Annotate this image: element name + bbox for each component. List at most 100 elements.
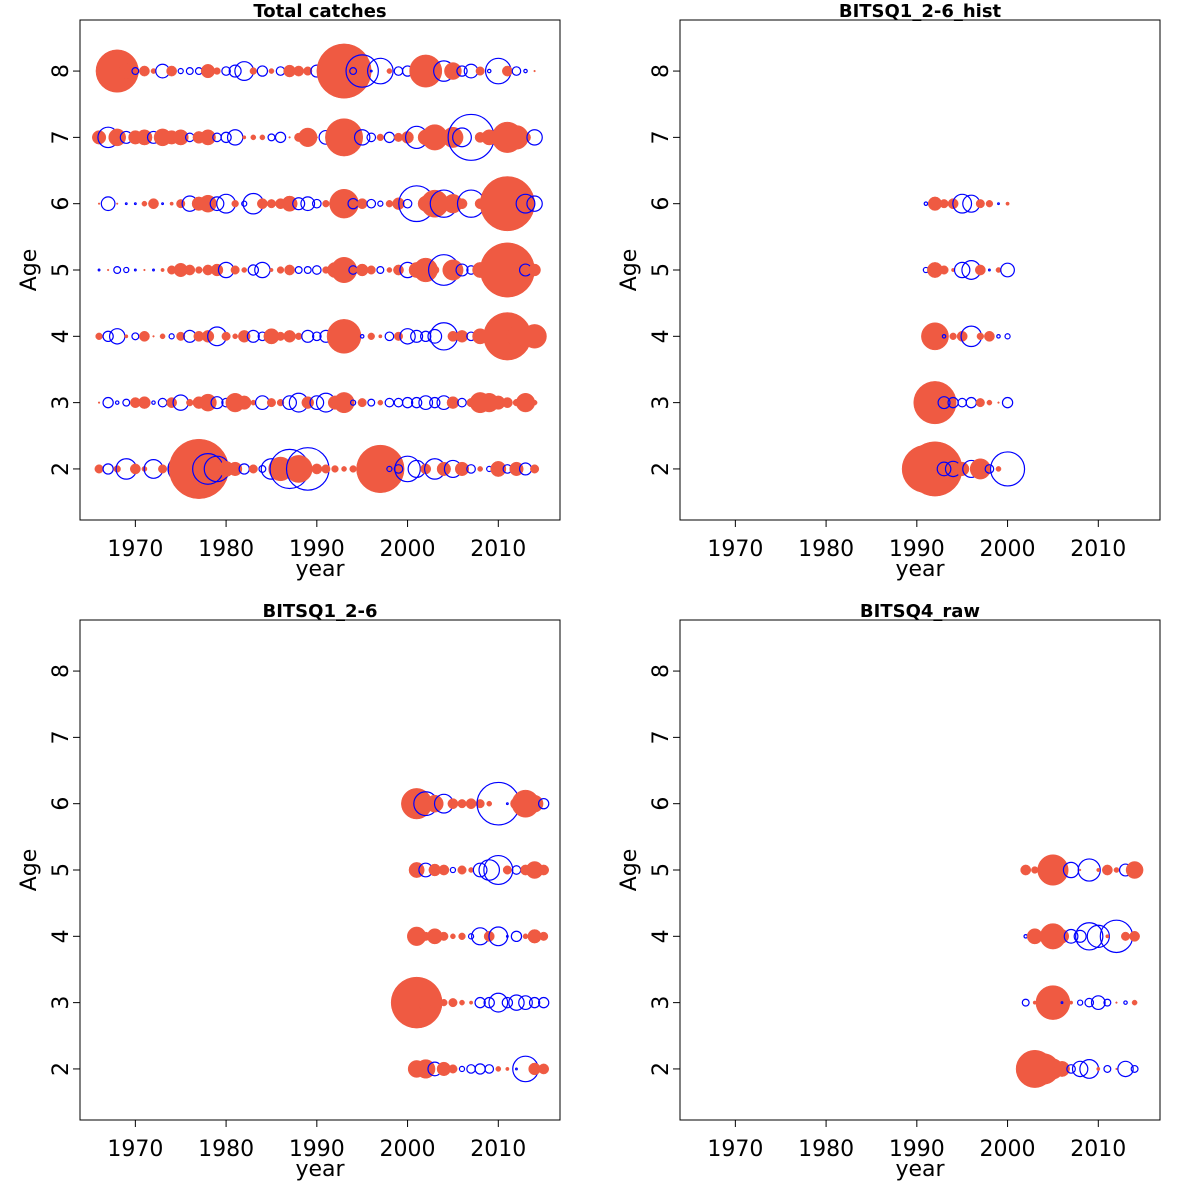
bubble bbox=[952, 193, 973, 214]
panel-title: BITSQ4_raw bbox=[860, 601, 980, 622]
bubble bbox=[448, 998, 458, 1008]
bubble bbox=[1066, 1064, 1076, 1074]
bubble bbox=[522, 324, 547, 349]
x-tick-label: 2010 bbox=[470, 537, 526, 562]
bubble bbox=[138, 396, 151, 409]
y-tick-label: 5 bbox=[49, 263, 74, 277]
bubble bbox=[1075, 922, 1104, 951]
bubble bbox=[292, 197, 306, 211]
bubble bbox=[377, 200, 384, 207]
bubble bbox=[393, 331, 403, 341]
bubble bbox=[353, 129, 371, 146]
bubble bbox=[139, 330, 150, 342]
y-tick-label: 5 bbox=[49, 863, 74, 877]
bubble bbox=[249, 67, 257, 75]
bubble bbox=[316, 43, 372, 99]
bubble bbox=[209, 196, 225, 212]
bubble bbox=[488, 992, 509, 1013]
bubble bbox=[349, 465, 357, 473]
bubble bbox=[116, 202, 119, 205]
bubble bbox=[94, 464, 104, 474]
bubble bbox=[1125, 861, 1144, 879]
bubble bbox=[367, 398, 376, 407]
bubble bbox=[256, 65, 269, 77]
bubble bbox=[383, 131, 396, 144]
bubble bbox=[356, 198, 368, 210]
bubble bbox=[210, 396, 224, 410]
bubble bbox=[293, 65, 305, 77]
bubble bbox=[231, 200, 239, 208]
bubble bbox=[539, 931, 549, 941]
bubble bbox=[402, 198, 413, 209]
bubble bbox=[1077, 999, 1084, 1006]
bubble bbox=[269, 268, 274, 272]
bubble bbox=[220, 131, 232, 144]
bubble bbox=[455, 263, 469, 277]
bubble bbox=[311, 463, 323, 475]
bubble bbox=[151, 400, 156, 405]
bubble bbox=[331, 465, 339, 473]
bubble bbox=[143, 268, 146, 272]
y-tick-label: 2 bbox=[49, 1062, 74, 1076]
bubble bbox=[300, 196, 316, 212]
bubble bbox=[247, 264, 260, 276]
bubble bbox=[1086, 924, 1110, 948]
bubble bbox=[393, 66, 404, 76]
bubble bbox=[505, 802, 509, 806]
bubble bbox=[195, 266, 203, 274]
bubble bbox=[511, 865, 522, 875]
bubble bbox=[538, 1063, 550, 1075]
bubble bbox=[248, 464, 258, 474]
bubble bbox=[230, 265, 240, 275]
bubble bbox=[157, 397, 168, 408]
bubble bbox=[477, 466, 483, 472]
bubble bbox=[448, 1064, 458, 1074]
bubble bbox=[969, 458, 991, 480]
bubble bbox=[439, 931, 449, 941]
bubble bbox=[298, 127, 318, 147]
bubble bbox=[450, 933, 456, 940]
bubble bbox=[518, 995, 533, 1011]
bubble bbox=[366, 265, 376, 275]
x-tick-label: 2000 bbox=[380, 1137, 436, 1162]
panel: Total catches year Age 1970 1980 1990 2000 2010… bbox=[17, 1, 561, 582]
y-tick-label: 3 bbox=[49, 996, 74, 1010]
bubble bbox=[274, 131, 287, 144]
bubble bbox=[1060, 868, 1064, 872]
x-tick-label: 1980 bbox=[798, 537, 854, 562]
bubble bbox=[172, 129, 189, 146]
bubble bbox=[429, 396, 441, 409]
bubble bbox=[384, 331, 395, 342]
bubble bbox=[538, 864, 550, 876]
bubble bbox=[266, 199, 276, 209]
bubble bbox=[505, 934, 509, 938]
x-tick-label: 1990 bbox=[289, 1137, 345, 1162]
y-tick-label: 2 bbox=[649, 1062, 674, 1076]
bubble bbox=[997, 202, 1000, 206]
bubble bbox=[176, 199, 186, 209]
bubble bbox=[984, 330, 995, 342]
bubble bbox=[97, 401, 101, 404]
plot-frame bbox=[679, 19, 1161, 521]
x-tick-label: 2000 bbox=[980, 1137, 1036, 1162]
bubble bbox=[438, 864, 450, 876]
bubble bbox=[1060, 1001, 1064, 1005]
bubble bbox=[92, 130, 107, 145]
y-tick-label: 7 bbox=[649, 730, 674, 744]
bubble bbox=[985, 200, 994, 208]
bubble bbox=[102, 463, 114, 475]
bubble bbox=[246, 329, 260, 343]
bubble bbox=[152, 268, 155, 272]
bubble bbox=[228, 64, 242, 78]
bubble bbox=[166, 65, 177, 77]
bubble bbox=[118, 63, 135, 79]
y-tick-label: 6 bbox=[49, 197, 74, 211]
bubble bbox=[97, 268, 101, 272]
bubble bbox=[267, 133, 276, 142]
bubble bbox=[133, 202, 137, 206]
bubble bbox=[124, 334, 129, 339]
bubble bbox=[268, 68, 275, 74]
bubble bbox=[345, 54, 379, 88]
bubble bbox=[996, 334, 1001, 339]
